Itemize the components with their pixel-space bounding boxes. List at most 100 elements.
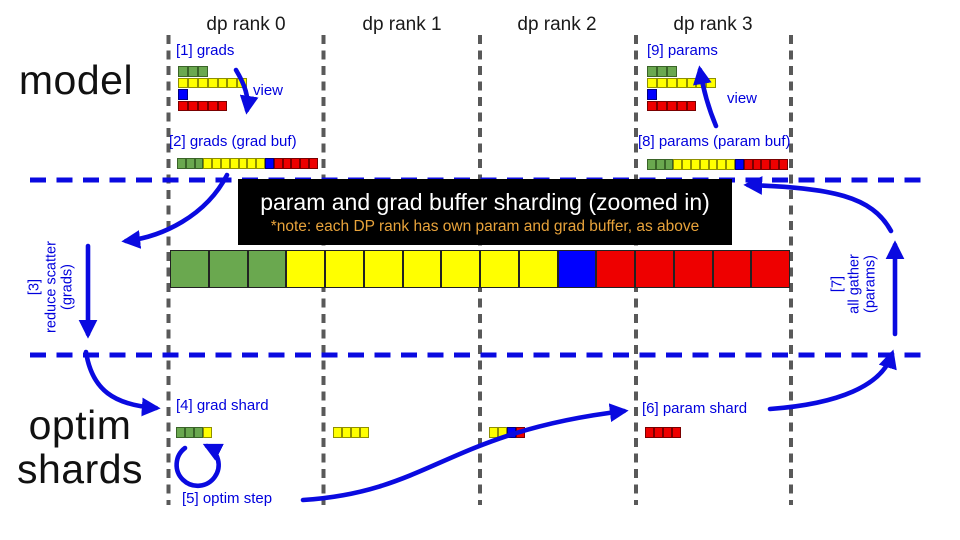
green-cell: [194, 427, 203, 438]
yellow-cell: [682, 159, 691, 170]
red-cell: [291, 158, 301, 169]
yellow-cell: [498, 427, 507, 438]
banner-note: *note: each DP rank has own param and gr…: [270, 217, 700, 235]
yellow-cell: [178, 77, 188, 88]
step5-optim-step-label: [5] optim step: [182, 490, 273, 507]
all-gather-label: [7] all gather (params): [829, 219, 879, 349]
red-cell: [596, 250, 635, 288]
yellow-cell: [187, 77, 198, 88]
red-cell: [178, 100, 188, 111]
grads-row-red: [178, 100, 228, 111]
yellow-cell: [489, 427, 498, 438]
yellow-cell: [247, 158, 257, 169]
yellow-cell: [351, 427, 360, 438]
yellow-cell: [212, 158, 221, 169]
red-cell: [673, 250, 713, 288]
param-shard-strip-rank3: [645, 427, 681, 438]
green-cell: [666, 66, 677, 77]
grad-buffer-strip: [177, 158, 318, 169]
yellow-cell: [717, 159, 727, 170]
red-cell: [770, 159, 779, 170]
shard-strip-rank2: [489, 427, 525, 438]
all-gather-step: [7]: [829, 275, 846, 293]
banner: param and grad buffer sharding (zoomed i…: [238, 179, 732, 245]
red-cell: [663, 427, 672, 438]
red-cell: [761, 159, 771, 170]
red-cell: [751, 250, 790, 288]
yellow-cell: [656, 77, 667, 88]
reduce-scatter-label: [3] reduce scatter (grads): [26, 222, 76, 352]
yellow-cell: [676, 77, 687, 88]
yellow-cell: [699, 159, 709, 170]
yellow-cell: [227, 77, 238, 88]
red-cell: [645, 427, 654, 438]
grad-shard-strip-rank0: [176, 427, 212, 438]
blue-cell: [647, 89, 657, 100]
green-cell: [197, 66, 208, 77]
red-cell: [672, 427, 681, 438]
yellow-cell: [203, 158, 213, 169]
reduce-scatter-target: (grads): [59, 264, 76, 310]
grads-row-green: [178, 66, 208, 77]
yellow-cell: [237, 77, 248, 88]
params-row-green: [647, 66, 677, 77]
yellow-cell: [256, 158, 265, 169]
yellow-cell: [480, 250, 519, 288]
red-cell: [516, 427, 525, 438]
red-cell: [666, 100, 677, 111]
green-cell: [247, 250, 287, 288]
grads-row-yellow: [178, 77, 248, 88]
yellow-cell: [673, 159, 683, 170]
red-cell: [778, 159, 788, 170]
green-cell: [170, 250, 209, 288]
green-cell: [656, 66, 667, 77]
red-cell: [743, 159, 753, 170]
zoomed-buffer-bar: [170, 250, 790, 288]
red-cell: [676, 100, 687, 111]
yellow-cell: [441, 250, 480, 288]
yellow-cell: [203, 427, 212, 438]
red-cell: [647, 100, 657, 111]
red-cell: [654, 427, 663, 438]
red-cell: [300, 158, 309, 169]
green-cell: [177, 158, 186, 169]
red-cell: [197, 100, 208, 111]
green-cell: [176, 427, 185, 438]
yellow-cell: [706, 77, 717, 88]
header-dp-rank-0: dp rank 0: [206, 14, 286, 35]
step4-grad-shard-label: [4] grad shard: [176, 397, 269, 414]
yellow-cell: [690, 159, 700, 170]
all-gather-text: all gather: [845, 254, 862, 314]
yellow-cell: [726, 159, 735, 170]
green-cell: [178, 66, 188, 77]
yellow-cell: [217, 77, 228, 88]
yellow-cell: [363, 250, 403, 288]
params-row-yellow: [647, 77, 717, 88]
yellow-cell: [708, 159, 718, 170]
blue-cell: [557, 250, 597, 288]
shard-strip-rank1: [333, 427, 369, 438]
red-cell: [217, 100, 228, 111]
yellow-cell: [666, 77, 677, 88]
yellow-cell: [286, 250, 325, 288]
view-label-rank3: view: [727, 90, 758, 107]
green-cell: [185, 158, 195, 169]
blue-cell: [178, 89, 188, 100]
red-cell: [187, 100, 198, 111]
red-cell: [656, 100, 667, 111]
green-cell: [185, 427, 194, 438]
yellow-cell: [220, 158, 230, 169]
header-dp-rank-1: dp rank 1: [362, 14, 442, 35]
grads-row-blue: [178, 89, 188, 100]
yellow-cell: [360, 427, 369, 438]
red-cell: [273, 158, 283, 169]
green-cell: [208, 250, 248, 288]
yellow-cell: [402, 250, 442, 288]
reduce-scatter-text: reduce scatter: [42, 241, 59, 333]
header-dp-rank-3: dp rank 3: [673, 14, 753, 35]
all-gather-target: (params): [862, 255, 879, 314]
yellow-cell: [325, 250, 364, 288]
step8-parambuf-label: [8] params (param buf): [638, 133, 791, 150]
optim-shards-label-line1: optim: [28, 402, 132, 448]
